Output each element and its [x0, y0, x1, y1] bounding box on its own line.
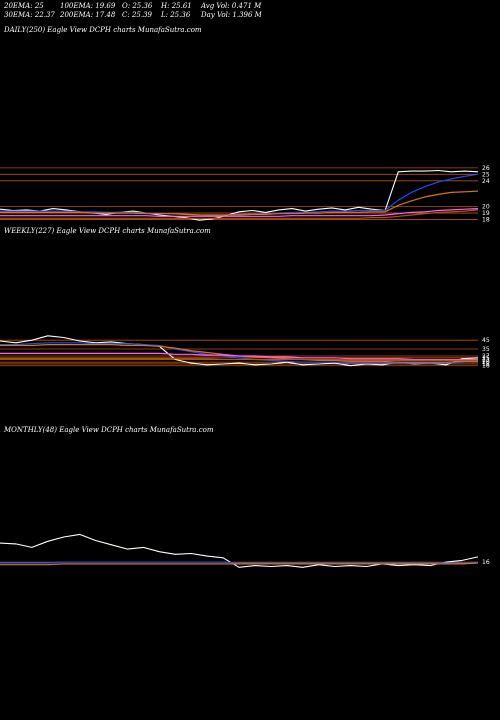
- monthly-ema20-line: [0, 561, 479, 564]
- daily-tick-label: 18: [482, 217, 490, 224]
- header-stats: 20EMA: 25 100EMA: 19.69 O: 25.36 H: 25.6…: [4, 2, 496, 20]
- stat-low: L: 25.36: [161, 11, 191, 19]
- daily-tick-label: 19: [482, 210, 490, 217]
- daily-chart-title: DAILY(250) Eagle View DCPH charts Munafa…: [4, 26, 202, 34]
- weekly-ema200-line: [0, 358, 478, 361]
- daily-ema200-line: [0, 209, 479, 219]
- monthly-ema30-line: [0, 562, 479, 566]
- weekly-tick-label: 45: [482, 337, 490, 344]
- daily-ema30-line: [0, 190, 479, 216]
- stat-avg-vol: Avg Vol: 0.471 M: [201, 2, 262, 10]
- stat-high: H: 25.61: [161, 2, 192, 10]
- weekly-tick-label: 16: [482, 363, 490, 370]
- daily-tick-label: 24: [482, 178, 490, 185]
- monthly-chart-title: MONTHLY(48) Eagle View DCPH charts Munaf…: [4, 426, 214, 434]
- monthly-tick-label: 16: [482, 559, 490, 566]
- stat-100ema: 100EMA: 19.69: [60, 2, 116, 10]
- weekly-tick-label: 18: [482, 361, 490, 368]
- daily-tick-label: 25: [482, 171, 490, 178]
- stat-close: C: 25.39: [122, 11, 152, 19]
- weekly-tick-label: 20: [482, 359, 490, 366]
- daily-tick-label: 26: [482, 165, 490, 172]
- monthly-price-line: [0, 533, 479, 568]
- stat-30ema: 30EMA: 22.37: [4, 11, 55, 19]
- weekly-ema100-line: [0, 352, 478, 361]
- weekly-tick-label: 23: [482, 357, 490, 364]
- stat-20ema: 20EMA: 25: [4, 2, 44, 10]
- weekly-tick-label: 35: [482, 346, 490, 353]
- weekly-chart-title: WEEKLY(227) Eagle View DCPH charts Munaf…: [4, 227, 211, 235]
- monthly-chart: 16: [0, 533, 490, 568]
- weekly-tick-label: 27: [482, 353, 490, 360]
- stat-open: O: 25.36: [122, 2, 153, 10]
- daily-ema100-line: [0, 208, 479, 217]
- stat-day-vol: Day Vol: 1.396 M: [201, 11, 262, 19]
- weekly-tick-label: 25: [482, 355, 490, 362]
- weekly-ema20-line: [0, 342, 479, 364]
- daily-tick-label: 20: [482, 204, 490, 211]
- stat-200ema: 200EMA: 17.48: [60, 11, 116, 19]
